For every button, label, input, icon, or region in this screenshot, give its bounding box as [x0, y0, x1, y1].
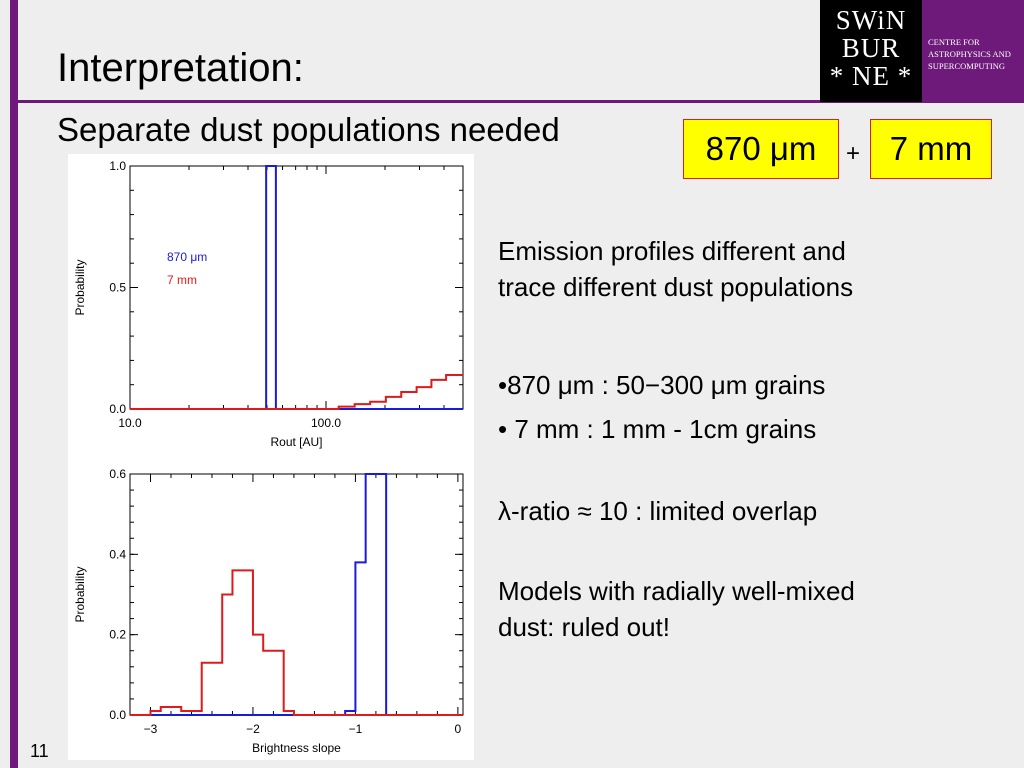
chart-panel: 0.0 0.5 1.0 10.0 100.0 Rout [AU] Probability 0… — [68, 154, 474, 760]
x-tick-label: −3 — [144, 722, 158, 736]
y-tick-label: 0.6 — [109, 467, 126, 481]
logo-line-2: BUR — [841, 33, 901, 63]
x-tick-label: −1 — [349, 722, 363, 736]
tag-7mm: 7 mm — [870, 119, 992, 179]
axes-frame — [129, 473, 464, 716]
series-870um-outline — [130, 165, 463, 410]
y-tick-label: 0.2 — [109, 628, 126, 642]
paragraph-3-line-2: dust: ruled out! — [498, 612, 670, 642]
paragraph-3-line-1: Models with radially well-mixed — [498, 576, 855, 606]
x-tick-label: 10.0 — [118, 416, 142, 430]
series-870um-outline — [130, 473, 463, 716]
axes-frame — [129, 165, 464, 410]
paragraph-1-line-2: trace different dust populations — [498, 272, 854, 302]
bullet-870: •870 μm : 50−300 μm grains — [498, 370, 826, 400]
rout-histogram: 0.0 0.5 1.0 10.0 100.0 Rout [AU] Probability — [73, 159, 464, 449]
y-tick-label: 0.5 — [109, 281, 126, 295]
logo-caption-1: CENTRE FOR — [928, 37, 980, 47]
logo-caption-2: ASTROPHYSICS AND — [928, 49, 1011, 59]
slide-title: Interpretation: — [57, 46, 304, 90]
logo-line-3: * NE * — [829, 61, 913, 91]
ratio-text: λ-ratio ≈ 10 : limited overlap — [498, 496, 818, 526]
x-tick-label: −2 — [246, 722, 260, 736]
page-number: 11 — [30, 741, 49, 761]
series-7mm-outline — [130, 569, 463, 716]
y-tick-label: 1.0 — [109, 159, 126, 173]
plus-sign: + — [846, 140, 861, 167]
bullet-7mm: • 7 mm : 1 mm - 1cm grains — [498, 414, 817, 444]
slide-subtitle: Separate dust populations needed — [57, 111, 560, 148]
paragraph-1-line-1: Emission profiles different and — [498, 236, 846, 266]
x-tick-label: 0 — [455, 722, 462, 736]
logo-caption: CENTRE FOR ASTROPHYSICS AND SUPERCOMPUTI… — [928, 36, 1024, 72]
x-axis-label: Rout [AU] — [270, 435, 322, 449]
legend-7mm: 7 mm — [167, 273, 197, 287]
title-divider — [18, 100, 1024, 103]
y-tick-label: 0.0 — [109, 708, 126, 722]
left-accent-bar — [10, 0, 18, 768]
logo-line-1: SWiN — [835, 5, 907, 35]
legend-870: 870 μm — [167, 250, 207, 264]
y-tick-label: 0.4 — [109, 547, 126, 561]
slope-histogram: 0.0 0.2 0.4 0.6 −3 −2 −1 0 Brightness slope Proba… — [73, 467, 464, 755]
y-axis-label: Probability — [73, 566, 87, 622]
logo-wordmark: SWiN BUR * NE * — [820, 0, 922, 102]
charts-svg: 0.0 0.5 1.0 10.0 100.0 Rout [AU] Probability 0… — [73, 159, 464, 755]
series-7mm-outline — [130, 373, 463, 410]
swinburne-logo: SWiN BUR * NE * CENTRE FOR ASTROPHYSICS … — [820, 0, 1024, 102]
y-axis-label: Probability — [73, 259, 87, 315]
x-tick-label: 100.0 — [311, 416, 341, 430]
x-axis-label: Brightness slope — [252, 741, 341, 755]
logo-caption-3: SUPERCOMPUTING — [928, 61, 1005, 71]
tag-870-micron: 870 μm — [683, 119, 839, 179]
y-tick-label: 0.0 — [109, 402, 126, 416]
